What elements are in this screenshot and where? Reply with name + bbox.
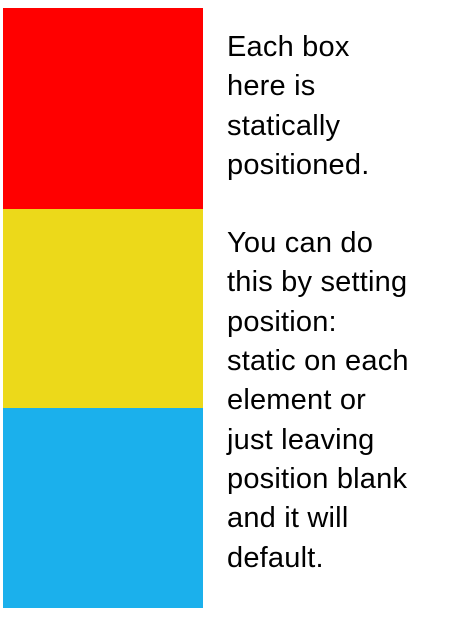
text-line: position: xyxy=(227,305,337,338)
text-line: and it will xyxy=(227,502,349,535)
box-stack xyxy=(3,8,203,608)
text-line: positioned. xyxy=(227,148,370,181)
text-line: just leaving xyxy=(227,423,375,456)
text-line: Each box xyxy=(227,31,350,63)
text-line: this by setting xyxy=(227,266,408,299)
text-line: here is xyxy=(227,70,316,103)
blue-box xyxy=(3,408,203,608)
explanation-text: Each box here is statically positioned. … xyxy=(227,28,452,578)
text-line: static on each xyxy=(227,345,409,378)
text-line: default. xyxy=(227,541,324,574)
text-line: You can do xyxy=(227,227,374,260)
red-box xyxy=(3,8,203,209)
paragraph-intro: Each box here is statically positioned. xyxy=(227,28,452,185)
paragraph-explanation: You can do this by setting position: sta… xyxy=(227,224,452,578)
text-line: element or xyxy=(227,384,367,417)
text-line: statically xyxy=(227,109,341,142)
yellow-box xyxy=(3,209,203,408)
text-line: position blank xyxy=(227,462,408,495)
